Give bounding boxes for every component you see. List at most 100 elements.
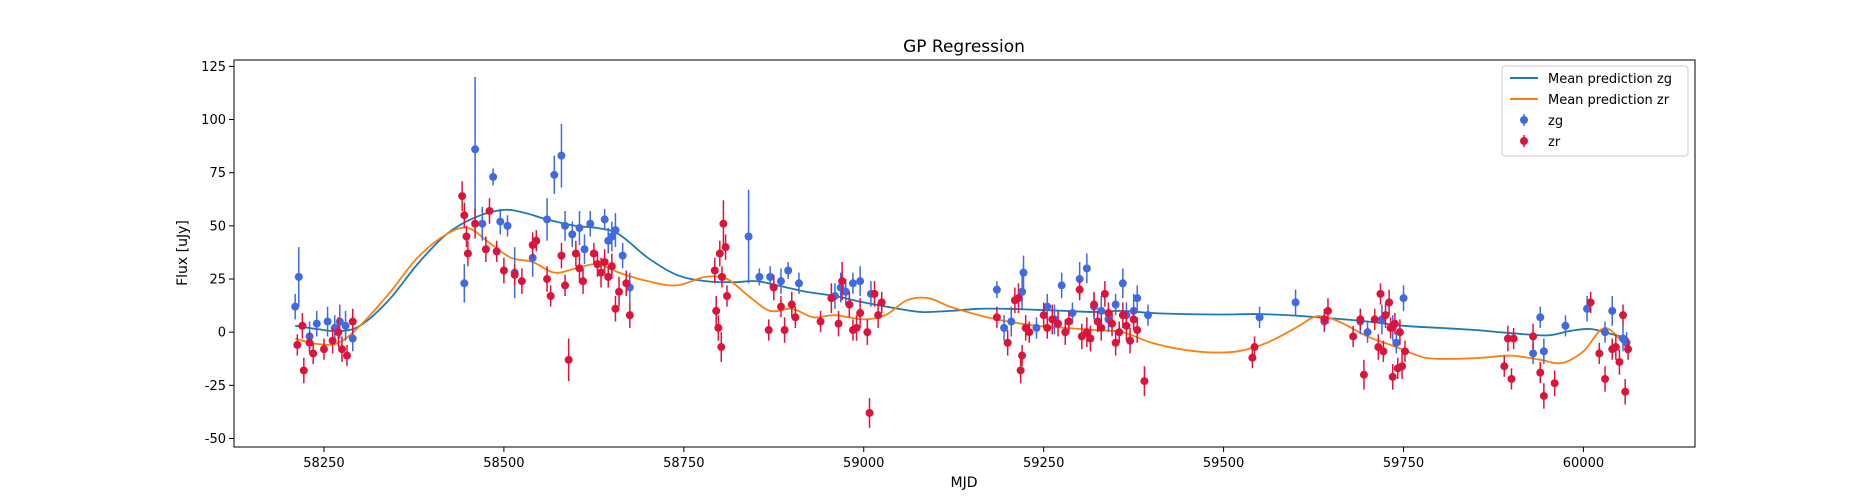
data-point — [1129, 315, 1138, 324]
data-point — [1118, 279, 1127, 288]
data-point — [1144, 311, 1153, 320]
data-point — [557, 251, 566, 260]
data-point — [1385, 298, 1394, 307]
data-point — [714, 323, 723, 332]
data-point — [298, 321, 307, 330]
data-point — [1115, 328, 1124, 337]
data-point — [1615, 357, 1624, 366]
data-point — [481, 245, 490, 254]
data-point — [1500, 362, 1509, 371]
data-point — [1370, 315, 1379, 324]
legend-label-zr-points: zr — [1548, 135, 1561, 150]
data-point — [856, 277, 865, 286]
data-point — [787, 300, 796, 309]
data-point — [532, 236, 541, 245]
data-point — [1048, 315, 1057, 324]
data-point — [341, 321, 350, 330]
data-point — [780, 326, 789, 335]
data-point — [1388, 372, 1397, 381]
data-point — [557, 151, 566, 160]
data-point — [1018, 287, 1027, 296]
data-point — [1122, 321, 1131, 330]
data-point — [1356, 315, 1365, 324]
data-point — [827, 294, 836, 303]
data-point — [458, 192, 467, 201]
data-point — [1032, 323, 1041, 332]
data-point — [471, 145, 480, 154]
data-point — [1503, 334, 1512, 343]
data-point — [1111, 338, 1120, 347]
y-tick-label: 50 — [209, 219, 226, 234]
x-axis-ticks: 58250 58500 58750 59000 59250 59500 59750 60000 — [303, 447, 1604, 471]
data-point — [312, 319, 321, 328]
data-point — [1025, 328, 1034, 337]
data-point — [622, 279, 631, 288]
legend-swatch-zr-marker — [1520, 137, 1528, 145]
data-point — [1104, 309, 1113, 318]
x-tick-label: 58500 — [483, 456, 524, 471]
data-point — [543, 215, 552, 224]
data-point — [1359, 370, 1368, 379]
data-point — [852, 323, 861, 332]
data-point — [550, 170, 559, 179]
data-point — [715, 249, 724, 258]
data-point — [1054, 319, 1063, 328]
data-point — [1507, 374, 1516, 383]
data-point — [722, 292, 731, 301]
data-point — [1400, 347, 1409, 356]
data-point — [710, 266, 719, 275]
y-tick-label: 100 — [201, 113, 226, 128]
data-point — [597, 268, 606, 277]
data-point — [1133, 326, 1142, 335]
data-point — [489, 172, 498, 181]
data-point — [769, 283, 778, 292]
legend-swatch-zg-marker — [1520, 116, 1528, 124]
data-point — [1536, 368, 1545, 377]
data-point — [712, 306, 721, 315]
data-point — [575, 264, 584, 273]
data-point — [503, 221, 512, 230]
data-point — [764, 326, 773, 335]
data-point — [1583, 304, 1592, 313]
data-point — [462, 232, 471, 241]
data-point — [517, 277, 526, 286]
data-point — [1349, 332, 1358, 341]
data-point — [1014, 294, 1023, 303]
data-point — [328, 336, 337, 345]
data-point — [1000, 323, 1009, 332]
data-point — [1003, 338, 1012, 347]
data-point — [1398, 362, 1407, 371]
data-point — [1093, 317, 1102, 326]
data-point — [1529, 349, 1538, 358]
legend: Mean prediction zg Mean prediction zr zg… — [1501, 65, 1689, 157]
y-tick-label: -50 — [205, 432, 226, 447]
data-point — [776, 277, 785, 286]
data-point — [1255, 313, 1264, 322]
series-line-mean-prediction-zr — [294, 226, 1629, 365]
data-point — [471, 219, 480, 228]
y-tick-label: -25 — [205, 379, 226, 394]
data-point — [1016, 366, 1025, 375]
data-point — [580, 245, 589, 254]
data-point — [1108, 319, 1117, 328]
data-point — [794, 279, 803, 288]
data-point — [323, 317, 332, 326]
data-point — [1399, 294, 1408, 303]
data-point — [1379, 347, 1388, 356]
data-point — [1100, 289, 1109, 298]
y-tick-label: 0 — [218, 326, 226, 341]
x-tick-label: 59500 — [1203, 456, 1244, 471]
data-point — [1086, 334, 1095, 343]
data-point — [1601, 328, 1610, 337]
data-point — [589, 249, 598, 258]
data-point — [776, 302, 785, 311]
data-point — [874, 311, 883, 320]
data-point — [1621, 387, 1630, 396]
data-point — [877, 298, 886, 307]
legend-box — [1501, 65, 1689, 157]
data-point — [510, 270, 519, 279]
data-point — [618, 251, 627, 260]
data-point — [717, 272, 726, 281]
data-point — [1090, 300, 1099, 309]
